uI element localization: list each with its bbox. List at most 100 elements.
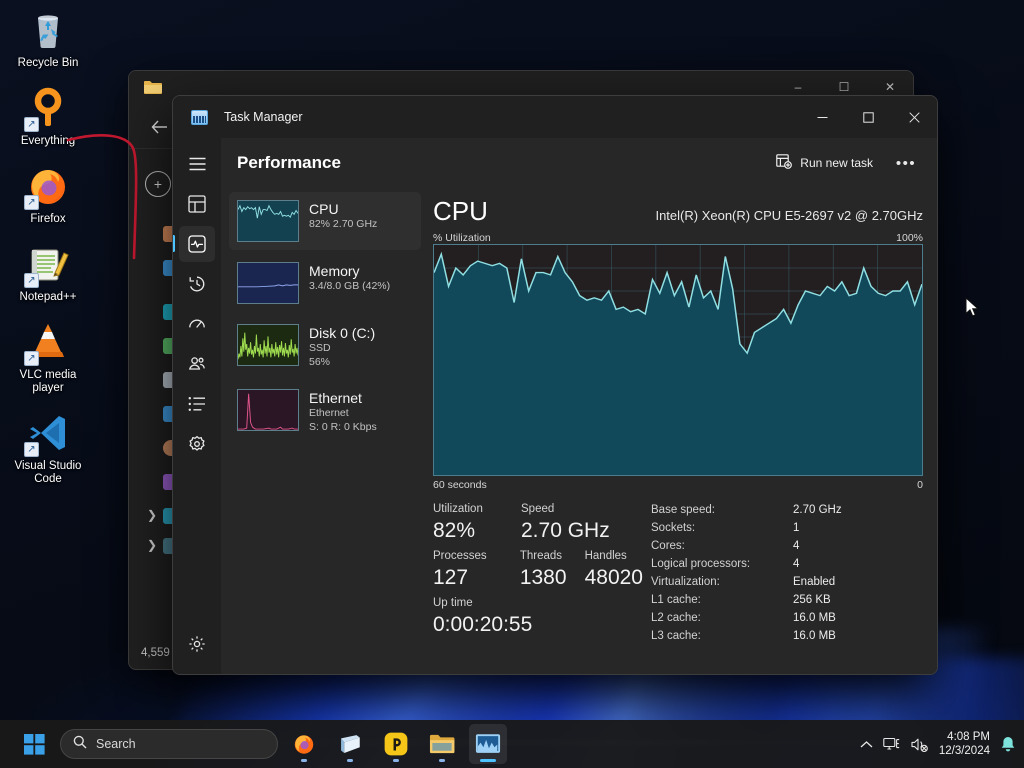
spec-value: 4 — [793, 558, 800, 570]
services-gear-icon[interactable] — [179, 426, 215, 462]
taskbar-app-task-manager[interactable] — [469, 724, 507, 764]
stat-row-1: Utilization 82% Speed 2.70 GHz — [433, 501, 643, 544]
desktop-icon-vscode[interactable]: ↗ Visual Studio Code — [8, 409, 88, 486]
task-manager-titlebar[interactable]: Task Manager — [173, 96, 937, 138]
clock-date: 12/3/2024 — [938, 745, 990, 757]
resource-item-disk[interactable]: Disk 0 (C:) SSD 56% — [229, 316, 421, 377]
resource-item-ethernet[interactable]: Ethernet Ethernet S: 0 R: 0 Kbps — [229, 381, 421, 442]
stat-handles: Handles 48020 — [585, 548, 643, 591]
processes-grid-icon[interactable] — [179, 186, 215, 222]
disk-mini-graph — [237, 324, 299, 366]
spec-key: Base speed: — [651, 504, 715, 516]
stat-utilization: Utilization 82% — [433, 501, 497, 544]
taskbar-app-file-explorer[interactable] — [423, 724, 461, 764]
desktop-icon-recycle-bin[interactable]: Recycle Bin — [8, 6, 88, 70]
chart-y-axis-label: % Utilization — [433, 232, 491, 244]
spec-key: Sockets: — [651, 522, 696, 534]
shortcut-overlay-icon: ↗ — [24, 351, 39, 366]
spec-virtualization: Virtualization: Enabled — [651, 573, 923, 591]
desktop-icon-label: VLC media player — [19, 369, 77, 394]
search-icon — [73, 735, 87, 754]
spec-value: Enabled — [793, 576, 836, 588]
vscode-icon: ↗ — [24, 409, 72, 457]
resource-text: Ethernet Ethernet S: 0 R: 0 Kbps — [309, 389, 377, 434]
stat-speed: Speed 2.70 GHz — [521, 501, 610, 544]
task-manager-body: Performance Run new ta — [173, 138, 937, 674]
spec-logical-processors: Logical processors: 4 — [651, 555, 923, 573]
performance-pulse-icon[interactable] — [173, 226, 215, 262]
chart-line — [434, 251, 922, 355]
explorer-close-button[interactable]: ✕ — [884, 80, 896, 94]
users-people-icon[interactable] — [179, 346, 215, 382]
bell-icon[interactable] — [1000, 736, 1016, 753]
taskbar-clock[interactable]: 4:08 PM 12/3/2024 — [939, 730, 990, 758]
spec-value: 1 — [793, 522, 800, 534]
history-clock-icon[interactable] — [179, 266, 215, 302]
desktop-icon-label: Recycle Bin — [17, 57, 79, 69]
close-button[interactable] — [891, 96, 937, 138]
task-manager-header: Performance Run new ta — [221, 138, 937, 188]
resource-name: CPU — [309, 201, 339, 217]
resource-sub2: 56% — [309, 356, 331, 368]
startup-gauge-icon[interactable] — [179, 306, 215, 342]
minimize-button[interactable] — [799, 96, 845, 138]
hamburger-menu-icon[interactable] — [179, 146, 215, 182]
desktop-icon-everything[interactable]: ↗ Everything — [8, 84, 88, 148]
stat-uptime: Up time 0:00:20:55 — [433, 595, 532, 638]
header-actions: Run new task ••• — [766, 148, 923, 178]
search-placeholder: Search — [96, 737, 136, 751]
maximize-button[interactable] — [845, 96, 891, 138]
task-manager-window[interactable]: Task Manager — [172, 95, 938, 675]
taskbar-app-firefox[interactable] — [285, 724, 323, 764]
cpu-statistics: Utilization 82% Speed 2.70 GHz — [433, 501, 923, 645]
more-options-icon[interactable]: ••• — [895, 154, 917, 172]
resource-item-memory[interactable]: Memory 3.4/8.0 GB (42%) — [229, 254, 421, 312]
run-new-task-label: Run new task — [800, 156, 873, 170]
resource-list[interactable]: CPU 82% 2.70 GHz — [221, 188, 421, 674]
chevron-up-icon[interactable] — [860, 740, 873, 749]
stat-label: Processes — [433, 550, 487, 562]
stat-value: 1380 — [519, 566, 567, 589]
plus-circle-icon[interactable]: + — [145, 171, 171, 197]
search-input[interactable]: Search — [60, 729, 278, 759]
recycle-bin-icon — [24, 6, 72, 54]
resource-sub: 3.4/8.0 GB (42%) — [309, 280, 391, 292]
chart-area-fill — [434, 254, 922, 475]
detail-header: CPU Intel(R) Xeon(R) CPU E5-2697 v2 @ 2.… — [433, 196, 923, 226]
shortcut-overlay-icon: ↗ — [24, 442, 39, 457]
explorer-maximize-button[interactable]: ☐ — [838, 80, 850, 94]
explorer-minimize-button[interactable]: – — [794, 80, 802, 94]
desktop-icon-notepadpp[interactable]: ↗ Notepad++ — [8, 240, 88, 304]
cpu-chart-svg — [434, 245, 922, 475]
spec-value: 16.0 MB — [793, 630, 836, 642]
taskbar-app-microsoft-store[interactable] — [331, 724, 369, 764]
resource-item-cpu[interactable]: CPU 82% 2.70 GHz — [229, 192, 421, 250]
performance-panes: CPU 82% 2.70 GHz — [221, 188, 937, 674]
windows-start-icon[interactable] — [14, 724, 54, 764]
desktop-icon-vlc[interactable]: ↗ VLC media player — [8, 318, 88, 395]
resource-name: Ethernet — [309, 390, 362, 406]
back-arrow-icon[interactable] — [145, 113, 173, 141]
resource-text: Disk 0 (C:) SSD 56% — [309, 324, 375, 369]
notepadpp-icon: ↗ — [24, 240, 72, 288]
stat-row-3: Up time 0:00:20:55 — [433, 595, 643, 638]
chevron-right-icon[interactable]: ❯ — [147, 508, 158, 522]
settings-gear-icon[interactable] — [179, 626, 215, 662]
volume-muted-icon[interactable] — [911, 737, 929, 752]
stat-label: Threads — [519, 550, 562, 562]
resource-sub: Ethernet — [309, 407, 349, 419]
details-list-icon[interactable] — [179, 386, 215, 422]
network-icon[interactable] — [883, 737, 901, 752]
desktop-icon-firefox[interactable]: ↗ Firefox — [8, 162, 88, 226]
chevron-right-icon[interactable]: ❯ — [147, 538, 158, 552]
task-manager-nav-rail[interactable] — [173, 138, 221, 674]
chart-top-labels: % Utilization 100% — [433, 232, 923, 244]
taskbar-app-potplayer[interactable] — [377, 724, 415, 764]
memory-mini-graph — [237, 262, 299, 304]
cpu-utilization-chart — [433, 244, 923, 476]
run-new-task-button[interactable]: Run new task — [766, 148, 883, 178]
firefox-icon: ↗ — [24, 162, 72, 210]
spec-key: L3 cache: — [651, 630, 701, 642]
desktop-icon-label: Notepad++ — [19, 291, 77, 303]
